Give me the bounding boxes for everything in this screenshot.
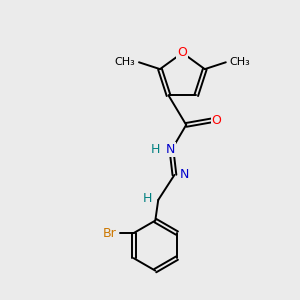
Text: CH₃: CH₃	[229, 57, 250, 67]
Text: Br: Br	[103, 226, 116, 240]
Text: O: O	[212, 114, 221, 127]
Text: CH₃: CH₃	[115, 57, 136, 67]
Text: H: H	[143, 192, 153, 205]
Text: N: N	[165, 143, 175, 156]
Text: O: O	[178, 46, 187, 59]
Text: N: N	[180, 168, 189, 182]
Text: H: H	[151, 143, 160, 156]
